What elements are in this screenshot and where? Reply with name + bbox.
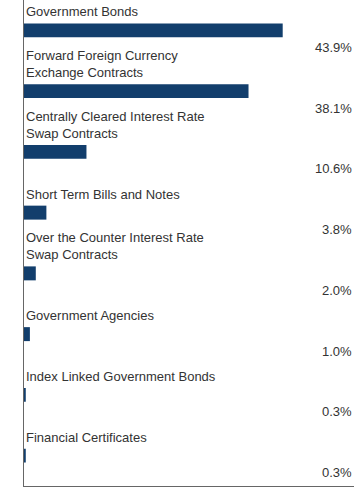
svg-text:Short Term Bills and Notes: Short Term Bills and Notes — [26, 187, 180, 202]
svg-text:38.1%: 38.1% — [315, 101, 352, 116]
svg-text:Over the Counter Interest Rate: Over the Counter Interest RateSwap Contr… — [26, 230, 204, 262]
svg-text:Government Agencies: Government Agencies — [26, 308, 154, 323]
svg-text:10.6%: 10.6% — [315, 161, 352, 176]
svg-text:Forward Foreign CurrencyExchan: Forward Foreign CurrencyExchange Contrac… — [26, 48, 178, 80]
svg-text:2.0%: 2.0% — [322, 283, 352, 298]
svg-text:0.3%: 0.3% — [322, 404, 352, 419]
svg-text:Financial Certificates: Financial Certificates — [26, 430, 147, 445]
svg-text:3.8%: 3.8% — [322, 222, 352, 237]
svg-text:Index Linked Government Bonds: Index Linked Government Bonds — [26, 369, 216, 384]
svg-text:Centrally Cleared Interest Rat: Centrally Cleared Interest RateSwap Cont… — [26, 109, 204, 141]
svg-text:0.3%: 0.3% — [322, 465, 352, 480]
svg-text:43.9%: 43.9% — [315, 40, 352, 55]
svg-text:Government Bonds: Government Bonds — [26, 4, 139, 19]
svg-text:1.0%: 1.0% — [322, 344, 352, 359]
